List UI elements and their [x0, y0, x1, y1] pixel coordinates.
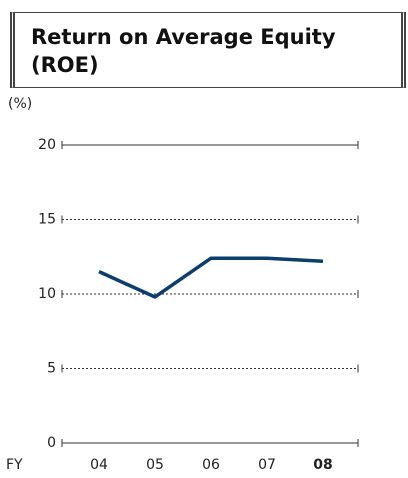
y-tick-label: 15	[38, 212, 56, 228]
data-line	[98, 256, 324, 299]
x-tick-label: 06	[202, 457, 220, 473]
x-tick-label: 08	[313, 457, 332, 473]
y-tick-label: 0	[47, 435, 56, 451]
y-tick-label: 20	[38, 137, 56, 153]
x-tick-label: 07	[258, 457, 276, 473]
chart-title: Return on Average Equity (ROE)	[31, 25, 336, 77]
x-axis-label: FY	[6, 457, 23, 473]
y-tick-label: 5	[47, 361, 56, 377]
x-tick-label: 05	[146, 457, 164, 473]
x-tick-label: 04	[90, 457, 108, 473]
y-tick-label: 10	[38, 286, 56, 302]
y-axis-label: (%)	[8, 96, 32, 112]
title-box: Return on Average Equity (ROE)	[10, 12, 406, 88]
